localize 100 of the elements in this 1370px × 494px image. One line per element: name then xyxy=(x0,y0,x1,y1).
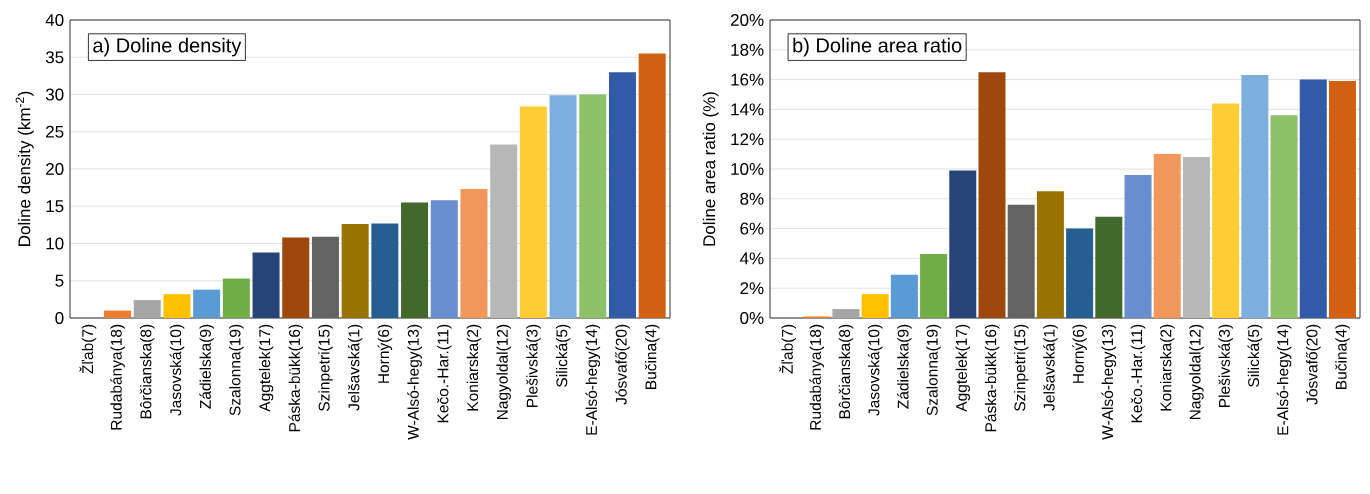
bar xyxy=(1299,79,1327,318)
y-tick-label: 14% xyxy=(731,103,764,116)
x-tick-label: Rudabánya(18) xyxy=(809,324,825,430)
x-tick-label: Plešivská(3) xyxy=(526,324,541,407)
bar xyxy=(460,189,488,318)
text: a) Doline density xyxy=(93,37,242,57)
x-tick-label: Szalonna(19) xyxy=(229,324,244,416)
x-tick-label: Zádielska(9) xyxy=(897,324,912,409)
bar xyxy=(861,294,889,318)
x-tick-label: Bučina(4) xyxy=(644,324,660,389)
x-tick-label: Jósvafő(20) xyxy=(615,324,630,405)
bar xyxy=(311,236,339,318)
y-axis-title: Doline density (km$^{-2}$) xyxy=(15,91,34,246)
x-tick-label: Aggtelek(17) xyxy=(955,324,970,412)
x-tick-label: Plešivská(3) xyxy=(1218,324,1233,407)
bar xyxy=(490,144,518,318)
bar xyxy=(638,53,666,318)
y-tick-label: 0 xyxy=(55,311,64,325)
x-tick-label: Bôrčianska(8) xyxy=(838,324,854,419)
x-tick-label: Zádielska(9) xyxy=(199,324,214,409)
bar xyxy=(282,237,310,318)
x-tick-label: Horný(6) xyxy=(1072,324,1087,383)
bar xyxy=(1212,103,1240,318)
y-tick-label: 5 xyxy=(55,274,64,287)
x-tick-label: Kečo.-Har.(11) xyxy=(1130,324,1146,423)
bar xyxy=(1182,157,1210,318)
y-tick-label: 10% xyxy=(731,162,764,176)
bar xyxy=(1066,228,1094,318)
x-tick-label: Nagyoldal(12) xyxy=(496,324,511,420)
bar xyxy=(890,274,918,318)
y-tick-label: 40 xyxy=(45,13,64,27)
bar xyxy=(401,202,429,318)
x-tick-label: Koniarska(2) xyxy=(1160,324,1175,411)
bar xyxy=(163,294,191,318)
text: b) Doline area ratio xyxy=(793,37,962,57)
x-tick-label: Bôrčianska(8) xyxy=(140,324,155,419)
bar xyxy=(222,278,250,318)
y-tick-label: 4% xyxy=(739,252,764,265)
bar xyxy=(1036,191,1064,318)
x-tick-label: Rudabánya(18) xyxy=(110,324,125,430)
bar xyxy=(1095,216,1123,318)
y-tick-label: 30 xyxy=(45,88,64,101)
bar xyxy=(519,106,547,318)
y-tick-label: 10 xyxy=(46,237,64,250)
x-tick-label: Szinpetri(15) xyxy=(1013,324,1029,412)
x-tick-label: W-Alsó-hegy(13) xyxy=(407,324,422,440)
y-axis-title: Doline area ratio (%) xyxy=(702,92,719,246)
bar xyxy=(371,223,399,318)
bar xyxy=(1241,75,1269,318)
x-tick-label: Nagyoldal(12) xyxy=(1189,324,1204,420)
x-tick-label: W-Alsó-hegy(13) xyxy=(1101,324,1117,440)
x-tick-label: E-Alsó-hegy(14) xyxy=(1276,324,1292,435)
bar xyxy=(1124,174,1152,318)
x-tick-label: Silická(5) xyxy=(1247,324,1263,387)
x-tick-label: Szalonna(19) xyxy=(926,324,941,416)
y-tick-label: 20% xyxy=(730,13,764,27)
y-tick-label: 25 xyxy=(46,125,64,138)
bar xyxy=(1153,154,1181,318)
x-tick-label: Páska-bükk(16) xyxy=(288,324,304,432)
bar xyxy=(608,72,636,318)
x-tick-label: Horný(6) xyxy=(377,324,393,383)
y-tick-label: 18% xyxy=(731,43,764,56)
x-tick-label: Žľab(7) xyxy=(779,324,796,374)
x-tick-label: Szinpetri(15) xyxy=(318,324,333,412)
y-tick-label: 16% xyxy=(731,73,764,86)
x-tick-label: Žľab(7) xyxy=(79,324,97,374)
bar xyxy=(430,200,458,318)
y-tick-label: 2% xyxy=(740,282,764,295)
x-tick-label: Aggtelek(17) xyxy=(258,324,274,412)
x-tick-label: Bučina(4) xyxy=(1335,324,1350,389)
y-tick-label: 20 xyxy=(46,162,64,176)
bar xyxy=(193,289,221,318)
bar xyxy=(978,72,1006,318)
x-tick-label: Páska-bükk(16) xyxy=(984,324,1000,432)
bar xyxy=(1328,81,1356,318)
bar xyxy=(133,300,161,318)
x-tick-label: Jasovská(10) xyxy=(169,324,185,416)
y-tick-label: 15 xyxy=(46,200,64,213)
bar xyxy=(104,310,132,318)
bar xyxy=(949,170,977,318)
bar xyxy=(1007,204,1035,318)
bar xyxy=(579,94,607,318)
bar xyxy=(1270,115,1298,318)
bar xyxy=(252,252,280,318)
y-tick-label: 35 xyxy=(45,51,64,64)
bar xyxy=(341,224,369,318)
y-tick-label: 6% xyxy=(740,222,764,235)
x-tick-label: Silická(5) xyxy=(555,324,571,387)
x-tick-label: Jasovská(10) xyxy=(867,324,883,416)
y-tick-label: 8% xyxy=(740,192,764,205)
y-tick-label: 0% xyxy=(740,311,764,325)
y-tick-label: 12% xyxy=(731,133,764,146)
bar xyxy=(832,309,860,318)
x-tick-label: Kečo.-Har.(11) xyxy=(437,324,452,423)
x-tick-label: Jelšavská(1) xyxy=(347,324,363,411)
bar xyxy=(549,95,577,318)
x-tick-label: Jósvafő(20) xyxy=(1305,324,1321,405)
x-tick-label: Koniarska(2) xyxy=(466,324,482,411)
x-tick-label: E-Alsó-hegy(14) xyxy=(585,324,601,435)
x-tick-label: Jelšavská(1) xyxy=(1043,324,1058,411)
